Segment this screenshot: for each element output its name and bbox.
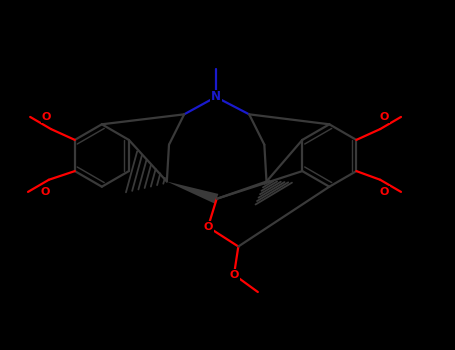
- Polygon shape: [167, 182, 218, 204]
- Text: O: O: [229, 270, 239, 280]
- Text: O: O: [42, 112, 51, 122]
- Text: O: O: [380, 112, 389, 122]
- Text: N: N: [211, 91, 221, 104]
- Text: O: O: [40, 187, 50, 197]
- Text: O: O: [203, 222, 212, 232]
- Text: O: O: [380, 187, 389, 197]
